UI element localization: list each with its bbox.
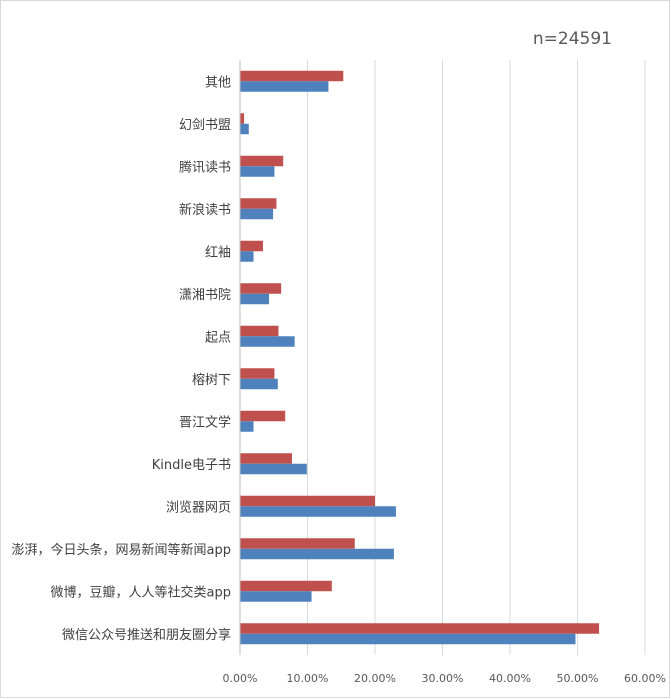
bar — [240, 463, 307, 475]
bar — [240, 495, 375, 507]
category-label: 红袖 — [205, 244, 231, 260]
bar — [240, 198, 277, 209]
sample-size-annotation: n=24591 — [533, 29, 612, 49]
tick-label: 10.00% — [287, 672, 329, 685]
category-label: 其他 — [205, 75, 231, 90]
category-label: 榕树下 — [192, 373, 231, 388]
bar — [240, 166, 275, 177]
bar — [240, 410, 286, 422]
category-label: 浏览器网页 — [166, 499, 231, 515]
bar — [240, 633, 576, 645]
category-label: 潇湘书院 — [179, 288, 231, 303]
tick-label: 50.00% — [557, 672, 599, 685]
category-label: 幻剑书盟 — [179, 117, 231, 133]
bar — [240, 421, 254, 432]
bars — [240, 70, 600, 645]
category-label: 晋江文学 — [179, 414, 231, 430]
category-label: Kindle电子书 — [152, 458, 231, 473]
bar — [240, 123, 249, 135]
bar — [240, 325, 279, 337]
bar — [240, 336, 295, 347]
tick-labels: 0.00% 10.00% 20.00% 30.00% 40.00% 50.00% 60.00… — [223, 672, 666, 685]
bar — [240, 283, 282, 294]
category-label: 微信公众号推送和朋友圈分享 — [62, 627, 231, 643]
bar — [240, 506, 396, 517]
bar — [240, 591, 312, 602]
tick-label: 0.00% — [223, 672, 258, 685]
bar — [240, 208, 274, 220]
category-label: 腾讯读书 — [179, 159, 231, 175]
bar — [240, 623, 600, 634]
bar — [240, 538, 355, 549]
tick-label: 30.00% — [422, 672, 464, 685]
bar — [240, 70, 344, 82]
category-label: 微博，豆瓣，人人等社交类app — [51, 584, 231, 600]
bar — [240, 240, 263, 252]
bar — [240, 368, 275, 379]
tick-label: 60.00% — [624, 672, 666, 685]
bar — [240, 293, 270, 305]
bar — [240, 580, 332, 592]
tick-label: 40.00% — [489, 672, 531, 685]
bar — [240, 113, 245, 124]
gridlines — [307, 60, 646, 655]
bar — [240, 378, 278, 390]
tick-label: 20.00% — [354, 672, 396, 685]
category-label: 澎湃，今日头条，网易新闻等新闻app — [12, 542, 231, 558]
category-label: 新浪读书 — [179, 202, 231, 218]
category-label: 起点 — [205, 330, 231, 345]
bar — [240, 548, 394, 560]
bar — [240, 251, 254, 262]
bar — [240, 453, 292, 464]
bar — [240, 155, 284, 167]
bar — [240, 81, 329, 92]
